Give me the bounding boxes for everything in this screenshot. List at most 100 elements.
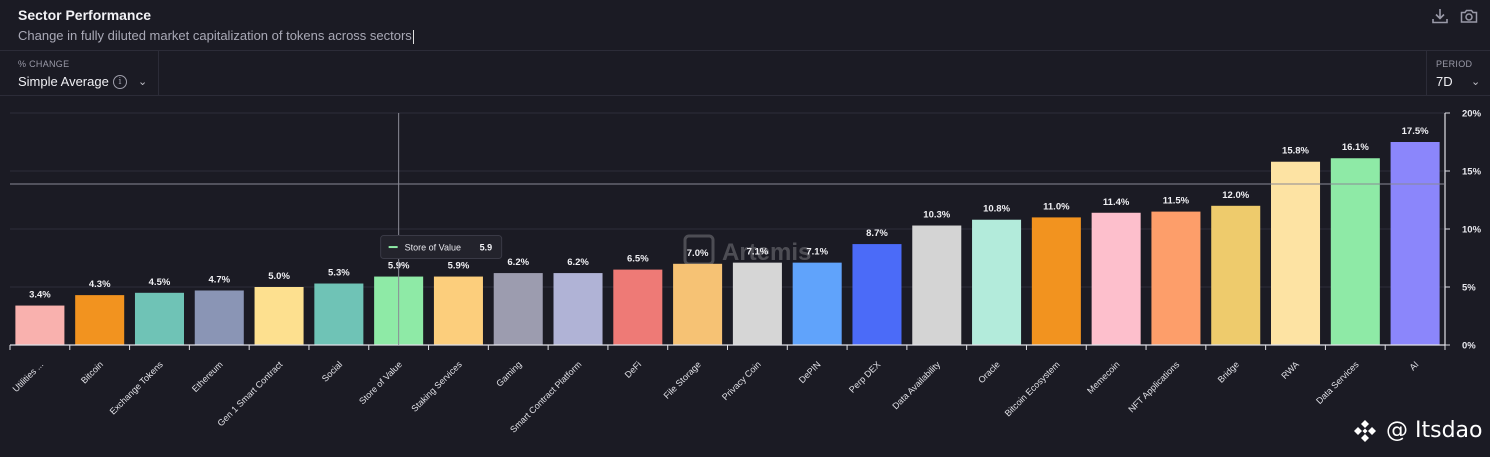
- tooltip-value: 5.9: [480, 243, 493, 253]
- bar: [254, 287, 304, 345]
- bar: [792, 262, 842, 345]
- x-tick-label: Privacy Coin: [720, 359, 763, 402]
- bar: [613, 269, 663, 345]
- x-tick-label: Memecoin: [1085, 359, 1121, 395]
- bar-value-label: 12.0%: [1222, 190, 1249, 201]
- sector-bar-chart: Artemis 3.4%4.3% 4.5% 4.7% 5.0% 5.3%5.9% 5.9%…: [9, 109, 1482, 435]
- x-tick-label: File Storage: [662, 359, 703, 400]
- x-tick-label: Gen 1 Smart Contract: [216, 359, 285, 428]
- y-tick-label: 20%: [1462, 109, 1482, 120]
- period-select[interactable]: PERIOD 7D ⌄: [1426, 51, 1490, 95]
- x-tick-label: Utilities ...: [11, 359, 46, 394]
- bar-value-label: 7.1%: [747, 247, 769, 258]
- binance-square-icon: [1354, 420, 1376, 442]
- percent-change-label: % CHANGE: [18, 59, 70, 69]
- percent-change-value: Simple Average: [18, 74, 109, 89]
- x-tick-label: Bitcoin: [79, 359, 105, 385]
- bar-value-label: 5.3%: [328, 268, 350, 279]
- page-subtitle: Change in fully diluted market capitaliz…: [18, 28, 414, 44]
- bar-value-label: 16.1%: [1342, 142, 1369, 153]
- chart-header: Sector Performance Change in fully dilut…: [0, 0, 1490, 51]
- tooltip-category: Store of Value: [405, 243, 461, 253]
- bar-value-label: 4.3%: [89, 279, 111, 290]
- bar-value-label: 6.5%: [627, 254, 649, 265]
- x-tick-label: Gaming: [494, 359, 523, 388]
- x-tick-label: NFT Applications: [1126, 359, 1181, 414]
- x-tick-label: DePIN: [797, 359, 823, 385]
- bar-layer: 3.4%4.3% 4.5% 4.7% 5.0% 5.3%5.9% 5.9% 6.2% 6.2%…: [15, 126, 1440, 345]
- bar-value-label: 10.8%: [983, 204, 1010, 215]
- camera-icon[interactable]: [1459, 7, 1479, 25]
- x-tick-label: RWA: [1279, 359, 1301, 381]
- bar-value-label: 15.8%: [1282, 146, 1309, 157]
- subtitle-text: Change in fully diluted market capitaliz…: [18, 28, 412, 43]
- y-tick-label: 10%: [1462, 225, 1482, 236]
- bar-value-label: 8.7%: [866, 228, 888, 239]
- crosshair-layer: Store of Value 5.9: [10, 113, 1445, 345]
- watermark-handle: @ Itsdao: [1386, 418, 1483, 443]
- x-tick-label: Bitcoin Ecosystem: [1003, 359, 1062, 418]
- bar-value-label: 4.7%: [208, 274, 230, 285]
- x-tick-label: Data Services: [1314, 359, 1361, 406]
- bar-value-label: 7.0%: [687, 248, 709, 259]
- bar: [1031, 217, 1081, 345]
- bar-value-label: 5.0%: [268, 271, 290, 282]
- x-tick-label: Staking Services: [409, 359, 464, 414]
- x-tick-label: Ethereum: [190, 359, 225, 394]
- y-tick-label: 15%: [1462, 167, 1482, 178]
- bar-value-label: 17.5%: [1402, 126, 1429, 137]
- bar: [15, 305, 65, 345]
- download-icon[interactable]: [1430, 7, 1450, 25]
- bar-value-label: 3.4%: [29, 290, 51, 301]
- bar: [1151, 211, 1201, 345]
- bar: [1271, 161, 1321, 345]
- bar-value-label: 11.4%: [1103, 197, 1130, 208]
- bar: [433, 276, 483, 345]
- tooltip-box: [380, 235, 503, 260]
- period-label: PERIOD: [1436, 59, 1473, 69]
- bar-value-label: 5.9%: [448, 261, 470, 272]
- bar-value-label: 6.2%: [507, 257, 529, 268]
- bar: [1091, 212, 1141, 345]
- bar: [972, 219, 1022, 345]
- x-tick-label: Perp DEX: [847, 359, 882, 394]
- x-tick-label: Oracle: [976, 359, 1002, 385]
- bar: [1211, 205, 1261, 345]
- bar: [493, 273, 543, 345]
- bar: [912, 225, 962, 345]
- bar-value-label: 7.1%: [806, 247, 828, 258]
- y-tick-label: 5%: [1462, 283, 1476, 294]
- bar: [1390, 142, 1440, 345]
- bar: [314, 283, 364, 345]
- percent-change-select[interactable]: % CHANGE Simple Average i ⌄: [0, 51, 159, 95]
- x-tick-label: Bridge: [1216, 359, 1241, 384]
- bar-value-label: 11.0%: [1043, 201, 1070, 212]
- bar-value-label: 4.5%: [149, 277, 171, 288]
- artemis-watermark-text: Artemis: [722, 239, 811, 266]
- bar-value-label: 6.2%: [567, 257, 589, 268]
- x-tick-label: Exchange Tokens: [108, 359, 166, 417]
- period-value: 7D: [1436, 74, 1453, 89]
- bar-value-label: 10.3%: [923, 210, 950, 221]
- bar: [553, 273, 603, 345]
- chevron-down-icon: ⌄: [138, 76, 148, 88]
- x-tick-label: DeFi: [623, 359, 644, 380]
- x-tick-label: Store of Value: [357, 359, 404, 406]
- x-tick-label: Social: [320, 359, 344, 383]
- bar: [75, 295, 125, 345]
- chevron-down-icon: ⌄: [1471, 76, 1481, 88]
- bar: [852, 244, 902, 345]
- bar: [732, 262, 782, 345]
- bar: [1330, 158, 1380, 345]
- text-cursor: [412, 29, 414, 44]
- x-tick-label: Data Availability: [890, 359, 942, 411]
- bar: [194, 290, 244, 345]
- x-tick-label: AI: [1407, 359, 1420, 372]
- y-tick-label: 0%: [1462, 341, 1476, 352]
- info-icon[interactable]: i: [113, 75, 127, 89]
- bar-value-label: 11.5%: [1163, 196, 1190, 207]
- chart-controls: % CHANGE Simple Average i ⌄ PERIOD 7D ⌄: [0, 51, 1490, 96]
- bar: [134, 292, 184, 345]
- grid-layer: [10, 112, 1445, 288]
- bar: [673, 263, 723, 345]
